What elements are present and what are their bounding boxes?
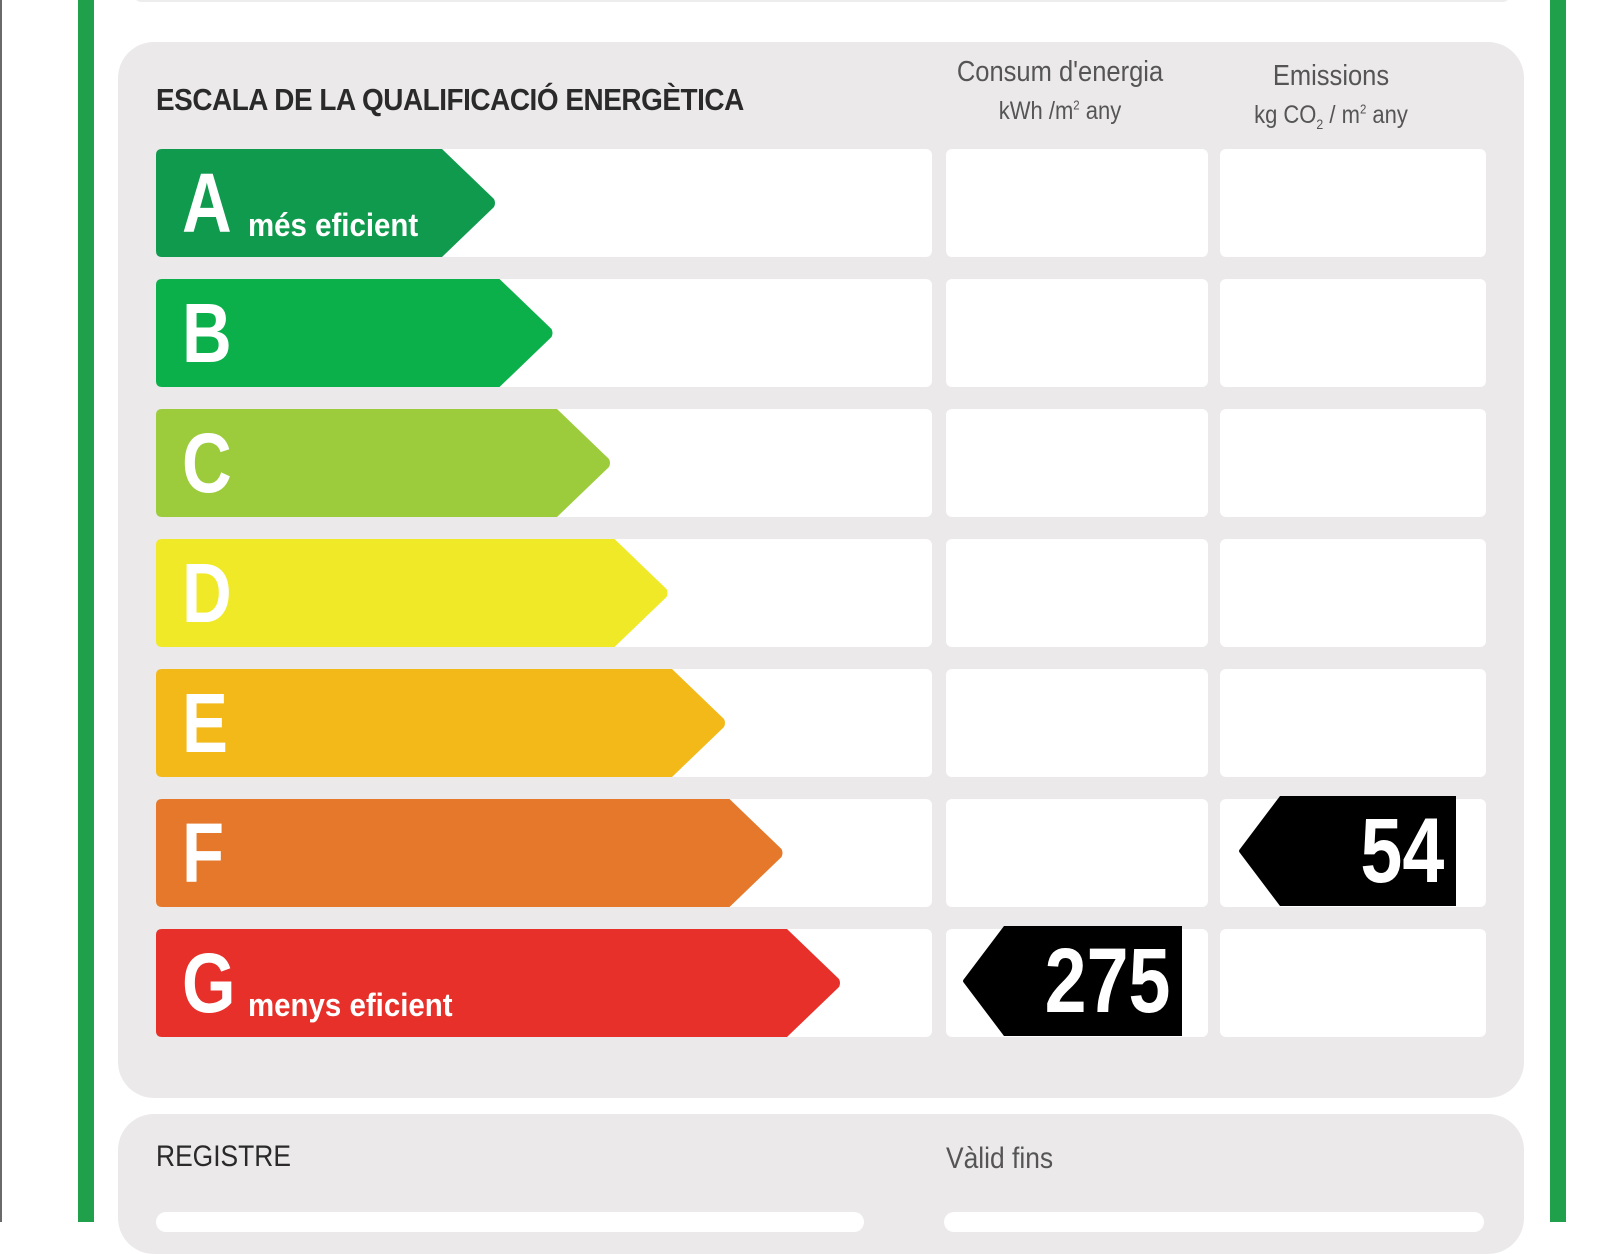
class-arrow-d: D (156, 539, 669, 647)
class-arrow-c: C (156, 409, 611, 517)
emissions-rating-badge: 54 (1238, 796, 1456, 906)
previous-section-edge (132, 0, 1512, 2)
energy-rating-badge-value: 275 (1044, 930, 1170, 1032)
class-letter: A (182, 156, 232, 250)
emissions-value-cell (1220, 669, 1486, 777)
scale-title: ESCALA DE LA QUALIFICACIÓ ENERGÈTICA (156, 82, 744, 117)
emissions-header-label: Emissions (1272, 60, 1390, 92)
page-left-edge (0, 0, 2, 1222)
class-letter: F (182, 806, 225, 900)
emissions-value-cell (1220, 149, 1486, 257)
class-arrow-b: B (156, 279, 554, 387)
emissions-value-cell (1220, 279, 1486, 387)
energy-value-cell (946, 279, 1208, 387)
class-letter: B (182, 286, 232, 380)
certificate-frame-right (1550, 0, 1566, 1222)
certificate-frame-left (78, 0, 94, 1222)
class-description: menys eficient (248, 987, 453, 1023)
emissions-value-cell (1220, 409, 1486, 517)
energy-rating-badge: 275 (962, 926, 1182, 1036)
class-arrow-f: F (156, 799, 784, 907)
emissions-value-cell (1220, 929, 1486, 1037)
register-field (156, 1212, 864, 1232)
emissions-value-cell (1220, 539, 1486, 647)
energy-value-cell (946, 539, 1208, 647)
energy-value-cell (946, 799, 1208, 907)
class-letter: D (182, 546, 232, 640)
class-description: més eficient (248, 207, 419, 243)
class-letter: E (182, 676, 228, 770)
class-arrow-e: E (156, 669, 726, 777)
register-label: REGISTRE (156, 1140, 291, 1173)
energy-value-cell (946, 669, 1208, 777)
emissions-column-header: Emissions kg CO2 / m2 any (1198, 60, 1464, 132)
valid-until-label: Vàlid fins (946, 1142, 1054, 1175)
emissions-header-unit: kg CO2 / m2 any (1254, 101, 1408, 132)
energy-value-cell (946, 409, 1208, 517)
energy-header-unit: kWh /m2 any (998, 97, 1122, 125)
register-panel (118, 1114, 1524, 1254)
energy-column-header: Consum d'energia kWh /m2 any (930, 56, 1190, 126)
class-letter: C (182, 416, 232, 510)
energy-header-label: Consum d'energia (956, 56, 1164, 88)
emissions-rating-badge-value: 54 (1360, 800, 1444, 902)
class-letter: G (182, 936, 236, 1030)
valid-until-field (944, 1212, 1484, 1232)
energy-value-cell (946, 149, 1208, 257)
